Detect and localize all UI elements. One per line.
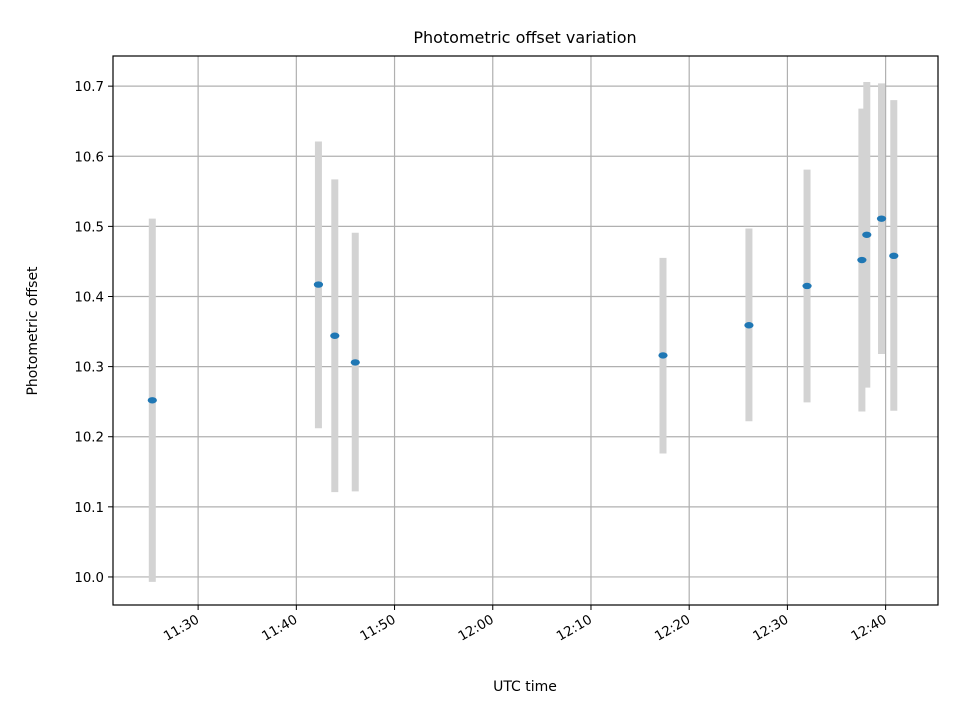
y-tick-label: 10.6 — [74, 150, 104, 165]
y-tick-label: 10.1 — [74, 501, 104, 516]
data-point — [658, 352, 668, 359]
axes-frame — [112, 55, 939, 606]
y-tick-label: 10.7 — [74, 80, 104, 95]
data-point — [889, 252, 899, 260]
data-point — [744, 322, 754, 329]
data-points — [147, 215, 899, 404]
x-axis-label: UTC time — [493, 679, 557, 695]
y-axis-label: Photometric offset — [25, 266, 41, 396]
data-point — [147, 397, 157, 404]
data-point — [350, 359, 360, 366]
data-point — [313, 281, 324, 288]
chart-title: Photometric offset variation — [413, 28, 636, 47]
y-tick-label: 10.5 — [74, 220, 104, 235]
y-tick-label: 10.3 — [74, 361, 104, 376]
data-point — [330, 332, 340, 339]
grid — [113, 56, 938, 605]
data-point — [857, 256, 867, 264]
y-axis-ticks: 10.0 10.1 10.2 10.3 10.4 10.5 10.6 10.7 — [74, 80, 113, 586]
data-point — [862, 231, 872, 238]
data-point — [876, 215, 887, 222]
y-tick-label: 10.4 — [74, 290, 104, 305]
y-tick-label: 10.0 — [74, 571, 104, 586]
data-point — [802, 282, 812, 290]
y-tick-label: 10.2 — [74, 431, 104, 446]
